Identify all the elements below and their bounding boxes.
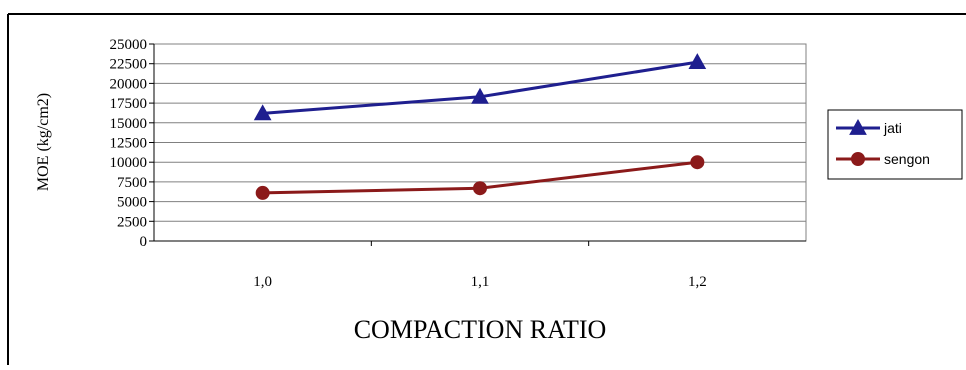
legend-swatch-marker xyxy=(849,118,867,135)
x-tick-label: 1,2 xyxy=(688,274,707,290)
data-point-jati xyxy=(471,87,489,104)
legend-box xyxy=(827,109,963,180)
series-jati xyxy=(253,53,707,121)
legend-items: jati sengon xyxy=(836,118,930,167)
x-ticks: 1,0 1,1 1,2 xyxy=(253,241,707,290)
data-point-jati xyxy=(253,104,272,121)
y-tick-label: 10000 xyxy=(110,155,148,171)
x-tick-label: 1,0 xyxy=(253,274,272,290)
x-axis-title: COMPACTION RATIO xyxy=(354,315,607,344)
y-tick-label: 17500 xyxy=(110,96,148,112)
data-point-jati xyxy=(688,53,707,70)
data-point-sengon xyxy=(473,181,487,196)
y-tick-label: 12500 xyxy=(110,136,148,152)
legend-label: sengon xyxy=(884,151,930,167)
legend-label: jati xyxy=(883,120,902,136)
legend: jati sengon xyxy=(827,109,963,180)
y-tick-label: 5000 xyxy=(117,195,147,211)
y-tick-label: 0 xyxy=(140,234,148,250)
y-tick-label: 15000 xyxy=(110,116,148,132)
data-point-sengon xyxy=(690,155,705,170)
y-axis-title: MOE (kg/cm2) xyxy=(35,93,52,191)
legend-swatch-marker xyxy=(851,152,865,166)
y-tick-label: 7500 xyxy=(117,175,147,191)
y-ticks: 0 2500 5000 7500 10000 12500 15000 17500 20000 22… xyxy=(110,37,154,250)
x-tick-label: 1,1 xyxy=(471,274,490,290)
series xyxy=(253,53,707,200)
y-tick-label: 22500 xyxy=(110,57,148,73)
y-tick-label: 2500 xyxy=(117,214,147,230)
y-tick-label: 20000 xyxy=(110,76,148,92)
y-tick-label: 25000 xyxy=(110,37,148,53)
data-point-sengon xyxy=(255,185,270,200)
legend-item-sengon: sengon xyxy=(836,151,930,167)
legend-item-jati: jati xyxy=(836,118,902,136)
series-sengon xyxy=(255,155,705,200)
